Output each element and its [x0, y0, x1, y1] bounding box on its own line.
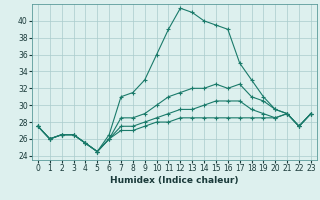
X-axis label: Humidex (Indice chaleur): Humidex (Indice chaleur) — [110, 176, 239, 185]
